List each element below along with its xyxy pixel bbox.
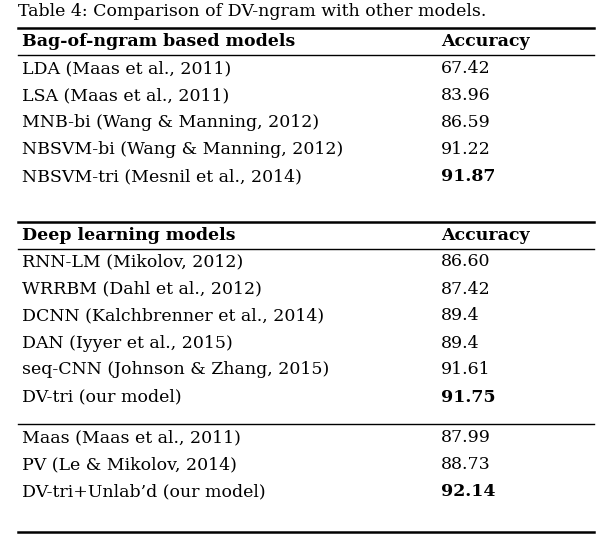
Text: 91.87: 91.87 — [441, 168, 495, 185]
Text: 92.14: 92.14 — [441, 483, 495, 500]
Text: Accuracy: Accuracy — [441, 226, 529, 243]
Text: PV (Le & Mikolov, 2014): PV (Le & Mikolov, 2014) — [23, 456, 237, 473]
Text: Bag-of-ngram based models: Bag-of-ngram based models — [23, 33, 296, 50]
Text: Deep learning models: Deep learning models — [23, 226, 236, 243]
Text: DV-tri+Unlab’d (our model): DV-tri+Unlab’d (our model) — [23, 483, 266, 500]
Text: Accuracy: Accuracy — [441, 33, 529, 50]
Text: 88.73: 88.73 — [441, 456, 490, 473]
Text: RNN-LM (Mikolov, 2012): RNN-LM (Mikolov, 2012) — [23, 253, 244, 270]
Text: 91.75: 91.75 — [441, 389, 495, 406]
Text: 87.42: 87.42 — [441, 280, 490, 298]
Text: 87.99: 87.99 — [441, 429, 490, 446]
Text: Table 4: Comparison of DV-ngram with other models.: Table 4: Comparison of DV-ngram with oth… — [18, 3, 487, 20]
Text: 67.42: 67.42 — [441, 60, 490, 77]
Text: MNB-bi (Wang & Manning, 2012): MNB-bi (Wang & Manning, 2012) — [23, 114, 319, 131]
Text: LDA (Maas et al., 2011): LDA (Maas et al., 2011) — [23, 60, 231, 77]
Text: NBSVM-bi (Wang & Manning, 2012): NBSVM-bi (Wang & Manning, 2012) — [23, 141, 343, 158]
Text: DV-tri (our model): DV-tri (our model) — [23, 389, 182, 406]
Text: seq-CNN (Johnson & Zhang, 2015): seq-CNN (Johnson & Zhang, 2015) — [23, 362, 330, 379]
Text: WRRBM (Dahl et al., 2012): WRRBM (Dahl et al., 2012) — [23, 280, 262, 298]
Text: 83.96: 83.96 — [441, 87, 490, 104]
Text: NBSVM-tri (Mesnil et al., 2014): NBSVM-tri (Mesnil et al., 2014) — [23, 168, 302, 185]
Text: 91.22: 91.22 — [441, 141, 490, 158]
Text: DAN (Iyyer et al., 2015): DAN (Iyyer et al., 2015) — [23, 335, 233, 352]
Text: LSA (Maas et al., 2011): LSA (Maas et al., 2011) — [23, 87, 230, 104]
Text: 91.61: 91.61 — [441, 362, 490, 379]
Text: Maas (Maas et al., 2011): Maas (Maas et al., 2011) — [23, 429, 241, 446]
Text: 89.4: 89.4 — [441, 335, 479, 352]
Text: 89.4: 89.4 — [441, 307, 479, 325]
Text: DCNN (Kalchbrenner et al., 2014): DCNN (Kalchbrenner et al., 2014) — [23, 307, 324, 325]
Text: 86.59: 86.59 — [441, 114, 490, 131]
Text: 86.60: 86.60 — [441, 253, 490, 270]
